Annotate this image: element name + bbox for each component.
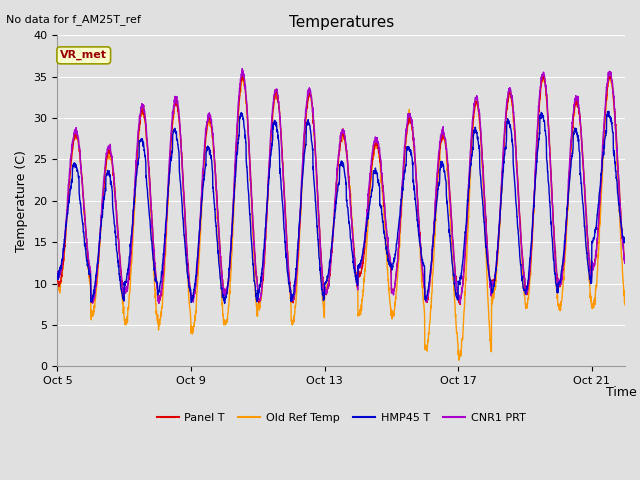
X-axis label: Time: Time [605, 386, 636, 399]
Legend: Panel T, Old Ref Temp, HMP45 T, CNR1 PRT: Panel T, Old Ref Temp, HMP45 T, CNR1 PRT [152, 408, 531, 427]
Y-axis label: Temperature (C): Temperature (C) [15, 150, 28, 252]
Title: Temperatures: Temperatures [289, 15, 394, 30]
Text: VR_met: VR_met [60, 50, 108, 60]
Text: No data for f_AM25T_ref: No data for f_AM25T_ref [6, 14, 141, 25]
